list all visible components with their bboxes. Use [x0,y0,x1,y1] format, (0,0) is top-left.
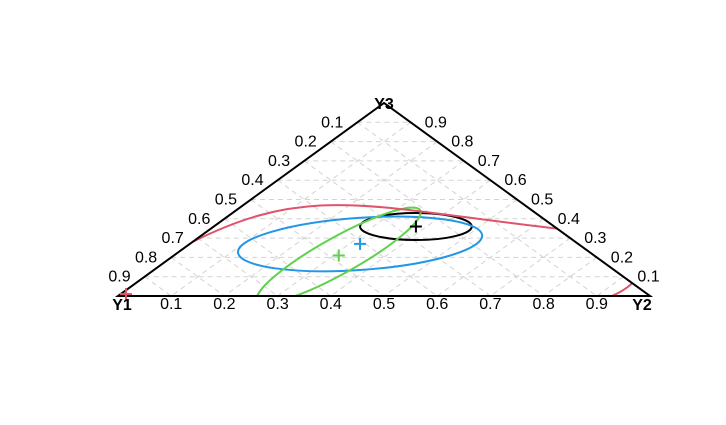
grid-line [144,276,172,297]
tick-bottom: 0.3 [266,296,288,313]
grid-lines [144,121,624,297]
tick-left: 0.3 [268,153,290,170]
ellipse-2 [236,215,484,273]
grid-line [224,141,438,297]
grid-line [330,179,491,297]
center-markers [119,220,422,301]
grid-line [436,218,544,297]
tick-right: 0.7 [478,153,500,170]
tick-bottom: 0.8 [532,296,554,313]
grid-line [303,160,491,297]
tick-bottom: 0.4 [320,296,342,313]
grid-line [383,199,518,297]
grid-line [224,218,332,297]
vertex-y1: Y1 [112,297,132,314]
tick-right: 0.5 [531,192,553,209]
tick-right: 0.6 [504,172,526,189]
tick-right: 0.3 [584,230,606,247]
axis-labels: 0.10.10.10.20.20.20.30.30.30.40.40.40.50… [108,96,659,314]
tick-bottom: 0.1 [160,296,182,313]
triangle-frame [114,101,654,297]
grid-line [250,199,385,297]
tick-left: 0.9 [108,269,130,286]
vertex-y3: Y3 [374,96,394,113]
tick-bottom: 0.9 [586,296,608,313]
vertex-y2: Y2 [632,297,652,314]
tick-bottom: 0.6 [426,296,448,313]
grid-line [543,256,598,297]
tick-right: 0.8 [451,134,473,151]
grid-line [170,256,225,297]
tick-left: 0.4 [241,172,263,189]
tick-left: 0.8 [135,249,157,266]
tick-left: 0.2 [295,134,317,151]
grid-line [357,121,598,297]
tick-right: 0.2 [611,249,633,266]
tick-left: 0.7 [162,230,184,247]
tick-left: 0.6 [188,211,210,228]
tick-left: 0.5 [215,192,237,209]
tick-left: 0.1 [321,114,343,131]
tick-right: 0.1 [637,269,659,286]
grid-line [330,141,544,297]
tick-bottom: 0.7 [479,296,501,313]
tick-right: 0.9 [425,114,447,131]
grid-line [596,276,624,297]
grid-line [490,237,571,297]
tick-bottom: 0.2 [213,296,235,313]
tick-bottom: 0.5 [373,296,395,313]
tick-right: 0.4 [558,211,580,228]
grid-line [277,179,438,297]
triangle-outline [114,101,654,297]
grid-line [277,160,465,297]
